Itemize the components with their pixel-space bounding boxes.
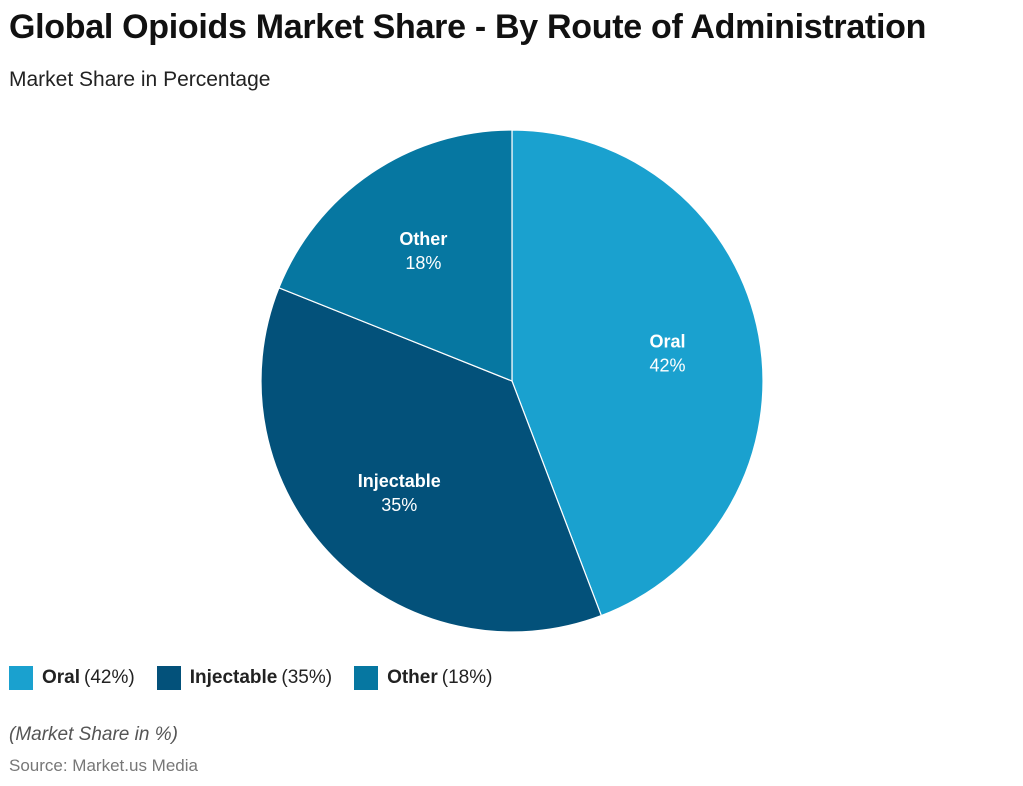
footnote: (Market Share in %) bbox=[9, 724, 178, 745]
legend-swatch bbox=[354, 666, 379, 690]
legend-label: Oral bbox=[42, 667, 81, 688]
pie-slice-other[interactable] bbox=[278, 129, 513, 382]
legend-value: (18%) bbox=[441, 667, 493, 688]
source: Source: Market.us Media bbox=[9, 756, 198, 775]
slice-value: 35% bbox=[381, 495, 417, 515]
chart-subtitle: Market Share in Percentage bbox=[9, 68, 271, 91]
slice-label: Oral bbox=[650, 331, 686, 351]
pie-slice-injectable[interactable] bbox=[260, 287, 603, 633]
legend-label: Other bbox=[387, 667, 438, 688]
legend: Oral (42%) Injectable (35%) Other (18%) bbox=[9, 666, 492, 690]
chart-title: Global Opioids Market Share - By Route o… bbox=[9, 8, 927, 46]
legend-item-injectable[interactable]: Injectable (35%) bbox=[156, 666, 333, 690]
slice-label: Injectable bbox=[358, 471, 441, 491]
legend-swatch bbox=[9, 666, 33, 690]
legend-value: (35%) bbox=[281, 667, 333, 688]
legend-value: (42%) bbox=[84, 667, 135, 688]
legend-item-oral[interactable]: Oral (42%) bbox=[9, 666, 135, 690]
slice-value: 42% bbox=[650, 355, 686, 375]
legend-item-other[interactable]: Other (18%) bbox=[354, 666, 492, 690]
slice-value: 18% bbox=[405, 253, 441, 273]
legend-swatch bbox=[156, 666, 181, 690]
pie-slice-oral[interactable] bbox=[511, 129, 764, 617]
legend-label: Injectable bbox=[189, 667, 278, 688]
slice-label: Other bbox=[399, 229, 447, 249]
